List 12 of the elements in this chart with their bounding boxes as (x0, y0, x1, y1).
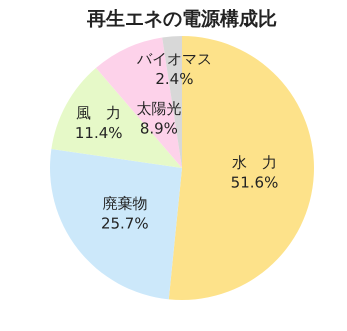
slice-label: 風 力 (76, 104, 122, 122)
chart-title: 再生エネの電源構成比 (86, 8, 277, 30)
data-label: 51.6% (230, 174, 278, 192)
data-label: 2.4% (155, 70, 194, 88)
slice-label: バイオマス (136, 50, 212, 68)
slice-label: 水 力 (232, 154, 278, 172)
data-label: 8.9% (140, 120, 178, 138)
slice-label: 廃棄物 (102, 194, 148, 213)
pie-slice (50, 148, 182, 300)
data-label: 11.4% (74, 124, 123, 142)
data-label: 25.7% (100, 214, 149, 233)
slice-label: 太陽光 (136, 100, 182, 118)
